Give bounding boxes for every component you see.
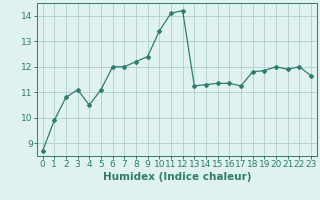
X-axis label: Humidex (Indice chaleur): Humidex (Indice chaleur) [102, 172, 251, 182]
